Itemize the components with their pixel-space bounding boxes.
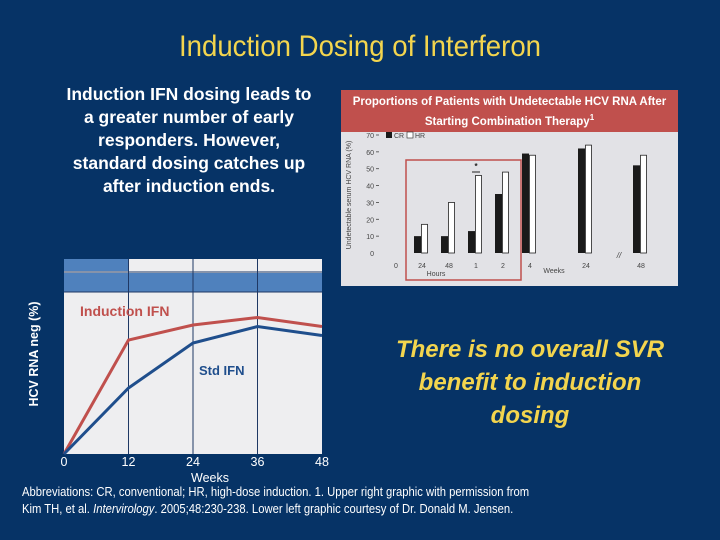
legend-cr-swatch	[386, 132, 392, 138]
bar-hr	[448, 202, 455, 254]
std-ifn-label: Std IFN	[199, 363, 245, 378]
std-ifn-line	[62, 324, 323, 456]
bar-chart-title-superscript: 1	[589, 113, 595, 122]
bar-cr	[522, 153, 529, 253]
x-tick-label: 36	[251, 455, 265, 469]
y-tick-label: 50	[366, 167, 374, 174]
footnote: Abbreviations: CR, conventional; HR, hig…	[22, 484, 634, 518]
slide-title: Induction Dosing of Interferon	[178, 30, 542, 63]
x-tick-label: 24	[418, 263, 426, 270]
x-tick-label: 0	[61, 455, 68, 469]
legend-cr-label: CR	[394, 133, 404, 140]
x-group-weeks: Weeks	[543, 268, 565, 275]
bar-cr	[495, 194, 502, 253]
y-tick-label: 10	[366, 234, 374, 241]
highlight-box	[405, 159, 522, 281]
x-tick-label: 12	[122, 455, 136, 469]
bar-cr	[441, 236, 448, 253]
x-tick-label: 0	[394, 263, 398, 270]
bar-chart-title-text: Proportions of Patients with Undetectabl…	[352, 96, 667, 128]
x-tick-label: 48	[637, 263, 645, 270]
journal-name: Intervirology	[93, 502, 155, 516]
bar-hr	[475, 175, 482, 254]
line-chart-xlabel: Weeks	[191, 471, 229, 485]
summary-text: Induction IFN dosing leads to a greater …	[66, 84, 312, 196]
bar-hr	[585, 144, 592, 254]
bar-hr	[502, 171, 509, 254]
y-tick-label: 70	[366, 133, 374, 140]
bar-cr	[578, 148, 585, 253]
x-group-hours: Hours	[427, 271, 446, 278]
bar-hr	[529, 154, 536, 254]
bar-cr	[633, 165, 640, 253]
x-tick-label: 2	[501, 263, 505, 270]
induction-ifn-line	[62, 315, 323, 455]
bar-chart-plot: Undetectable serum HCV RNA (%)0102030405…	[346, 131, 647, 281]
x-tick-label: 48	[315, 455, 329, 469]
bar-chart-title: Proportions of Patients with Undetectabl…	[341, 90, 678, 132]
footnote-line-1: Abbreviations: CR, conventional; HR, hig…	[22, 485, 530, 499]
axis-break-icon: //	[616, 251, 622, 260]
bar-chart-ylabel: Undetectable serum HCV RNA (%)	[346, 141, 353, 250]
induction-ifn-label: Induction IFN	[80, 303, 169, 319]
y-tick-label: 30	[366, 200, 374, 207]
x-tick-label: 48	[445, 263, 453, 270]
x-tick-label: 4	[528, 263, 532, 270]
legend-hr-label: HR	[415, 133, 425, 140]
x-tick-label: 1	[474, 263, 478, 270]
x-tick-label: 24	[582, 263, 590, 270]
line-chart: 0 12 24 36 48 HCV RNA neg (%) Induction IFN Std…	[27, 259, 329, 469]
significance-marker: *	[474, 162, 478, 171]
bar-cr	[468, 231, 475, 253]
x-tick-label: 24	[186, 455, 200, 469]
bar-cr	[414, 236, 421, 253]
y-tick-label: 60	[366, 150, 374, 157]
footnote-line-2: Kim TH, et al. Intervirology. 2005;48:23…	[22, 502, 514, 516]
bar-hr	[421, 223, 428, 254]
legend-hr-swatch	[406, 131, 414, 139]
conclusion-text: There is no overall SVR benefit to induc…	[395, 336, 665, 429]
bar-chart-panel: Proportions of Patients with Undetectabl…	[341, 90, 678, 286]
y-tick-label: 40	[366, 184, 374, 191]
induction-period-bar	[64, 259, 129, 271]
y-tick-label: 20	[366, 217, 374, 224]
line-chart-ylabel: HCV RNA neg (%)	[27, 301, 41, 406]
y-tick-label: 0	[370, 251, 374, 258]
bar-hr	[640, 154, 647, 254]
